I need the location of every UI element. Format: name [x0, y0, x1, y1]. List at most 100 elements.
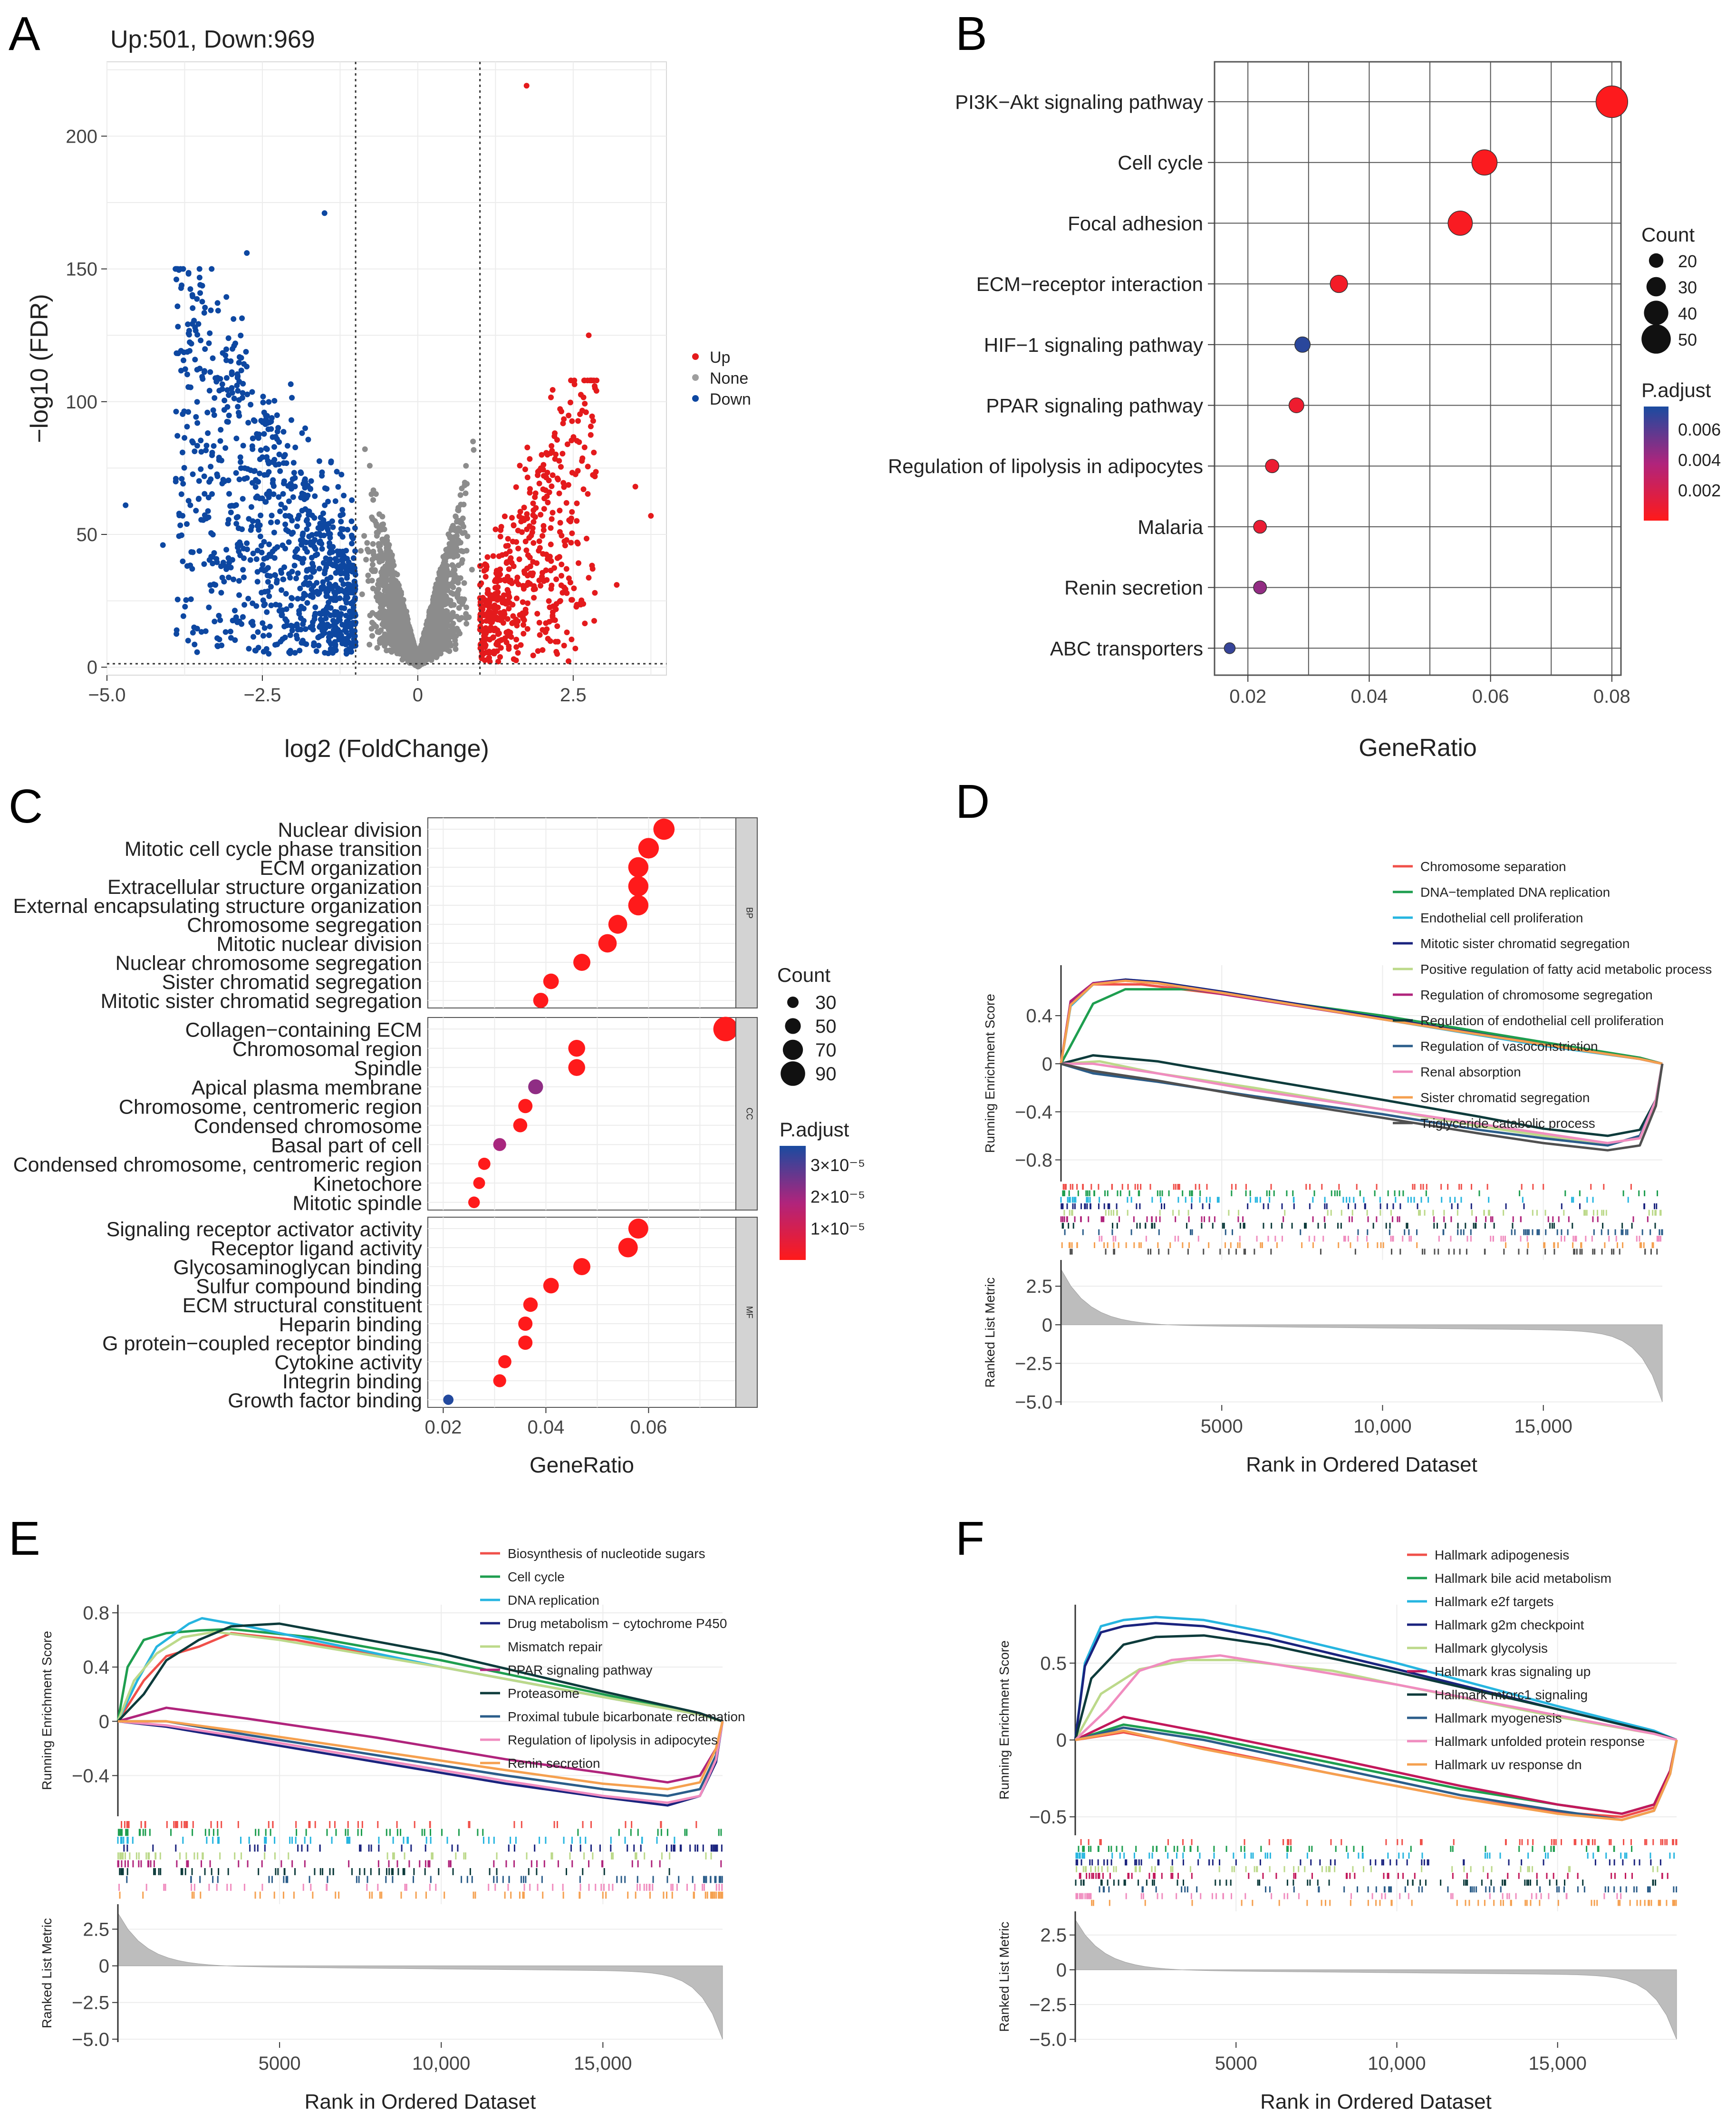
point-down — [216, 388, 222, 394]
point-none — [456, 528, 463, 534]
point-none — [446, 546, 452, 552]
point-none — [426, 620, 433, 626]
point-down — [342, 627, 348, 633]
point-down — [280, 491, 286, 497]
point-none — [382, 595, 388, 601]
point-down — [345, 618, 351, 624]
point-down — [212, 375, 219, 381]
es-line — [1061, 1062, 1664, 1152]
point-up — [574, 539, 580, 545]
point-down — [338, 513, 344, 519]
point-down — [261, 625, 268, 631]
point-none — [453, 513, 459, 520]
point-up — [554, 623, 560, 630]
es-line — [1061, 1054, 1664, 1137]
point-up — [569, 470, 575, 476]
point-down — [193, 414, 199, 420]
size-legend-dot — [787, 997, 799, 1008]
point-none — [394, 588, 400, 594]
point-none — [431, 598, 437, 604]
point-down — [283, 591, 289, 597]
point-down — [209, 452, 215, 458]
point-up — [530, 507, 537, 513]
point-down — [198, 629, 204, 635]
facet-frame — [427, 817, 736, 1008]
point-down — [241, 602, 248, 608]
x-tick-label: −2.5 — [243, 685, 281, 706]
point-down — [340, 570, 347, 576]
point-down — [270, 548, 276, 554]
point-up — [484, 612, 490, 619]
size-legend-label: 90 — [815, 1064, 837, 1085]
x-axis-label: GeneRatio — [530, 1453, 634, 1477]
dot — [1471, 149, 1498, 176]
point-none — [370, 516, 376, 523]
dot — [518, 1317, 533, 1331]
term-label: Growth factor binding — [228, 1389, 422, 1412]
point-up — [480, 628, 486, 634]
x-tick-label: 0 — [413, 685, 423, 706]
point-down — [297, 648, 303, 654]
point-down — [210, 407, 216, 413]
term-label: Apical plasma membrane — [192, 1076, 422, 1099]
point-none — [469, 567, 475, 573]
point-down — [305, 436, 311, 443]
point-down — [223, 375, 230, 381]
point-down — [188, 596, 194, 602]
point-none — [369, 578, 375, 584]
point-down — [194, 296, 200, 302]
point-down — [312, 610, 318, 617]
point-up — [550, 387, 556, 393]
point-up — [527, 456, 533, 462]
point-down — [225, 521, 231, 527]
dot — [1595, 85, 1629, 118]
point-up — [580, 486, 587, 492]
point-down — [348, 562, 355, 568]
point-down — [309, 561, 316, 567]
dot — [1253, 581, 1267, 594]
panel-label-e: E — [9, 1512, 40, 1565]
point-up — [541, 578, 547, 584]
point-down — [276, 451, 282, 457]
legend-label: Down — [710, 390, 751, 408]
dot — [1253, 520, 1267, 534]
point-down — [253, 556, 260, 562]
point-down — [182, 366, 188, 372]
point-down — [240, 614, 246, 620]
point-down — [280, 429, 287, 435]
point-down — [180, 558, 186, 564]
point-up — [569, 597, 575, 603]
point-down — [279, 612, 285, 619]
point-down — [261, 556, 267, 562]
point-up — [565, 482, 571, 488]
point-none — [439, 581, 445, 587]
point-down — [185, 321, 191, 328]
point-down — [206, 388, 212, 394]
point-up — [496, 553, 502, 559]
point-none — [403, 621, 409, 628]
point-up — [478, 653, 484, 659]
point-none — [461, 580, 467, 586]
point-down — [273, 601, 279, 608]
point-up — [556, 490, 562, 496]
point-down — [299, 430, 305, 436]
point-none — [367, 612, 373, 619]
point-none — [408, 641, 414, 647]
point-down — [219, 381, 225, 388]
point-down — [216, 612, 222, 619]
dot — [713, 1017, 738, 1042]
point-up — [509, 515, 515, 521]
point-down — [205, 430, 211, 436]
point-up — [548, 586, 554, 592]
size-legend-dot — [1641, 324, 1671, 354]
point-up — [583, 535, 589, 542]
point-none — [445, 551, 451, 557]
point-up — [559, 533, 565, 539]
point-up — [529, 572, 535, 579]
y-tick-label: 50 — [77, 524, 98, 545]
point-none — [379, 635, 385, 641]
point-down — [319, 619, 325, 625]
dot — [618, 1238, 638, 1258]
point-down — [174, 627, 180, 633]
point-down — [317, 521, 323, 527]
